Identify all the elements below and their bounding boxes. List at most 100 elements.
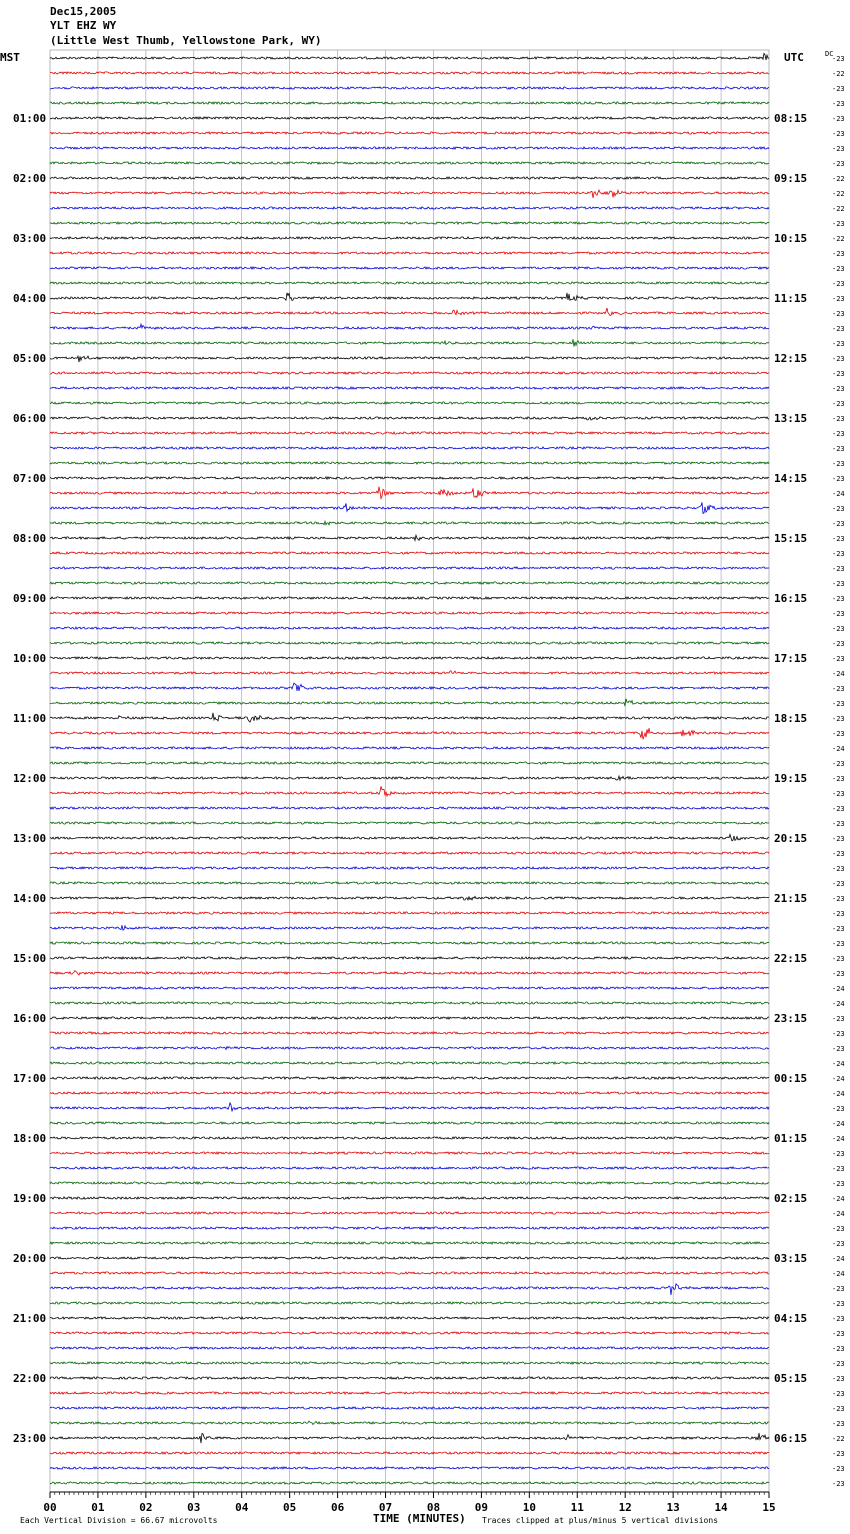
dc-offset-label: -23 [832, 610, 845, 618]
dc-offset-label: -23 [832, 715, 845, 723]
dc-offset-label: -23 [832, 160, 845, 168]
mst-hour-label: 17:00 [13, 1072, 46, 1085]
trace-line [50, 866, 770, 870]
dc-offset-label: -23 [832, 250, 845, 258]
x-tick-label: 02 [139, 1501, 152, 1514]
mst-hour-label: 23:00 [13, 1432, 46, 1445]
dc-offset-label: -23 [832, 325, 845, 333]
dc-offset-label: -24 [832, 1075, 845, 1083]
dc-offset-label: -23 [832, 1420, 845, 1428]
trace-line [49, 969, 770, 976]
dc-offset-label: -23 [832, 460, 845, 468]
dc-offset-label: -24 [832, 1060, 845, 1068]
vertical-division-note: Each Vertical Division = 66.67 microvolt… [20, 1516, 218, 1525]
minute-grid [49, 49, 770, 1498]
x-tick-label: 15 [762, 1501, 775, 1514]
utc-hour-label: 13:15 [774, 412, 807, 425]
trace-line [49, 851, 770, 855]
seismic-traces [49, 52, 770, 1485]
mst-hour-label: 06:00 [13, 412, 46, 425]
dc-offset-label: -23 [832, 430, 845, 438]
trace-line [49, 821, 770, 825]
utc-hour-label: 23:15 [774, 1012, 807, 1025]
trace-line [49, 519, 770, 526]
dc-offset-label: -23 [832, 1150, 845, 1158]
dc-offset-label: -23 [832, 1300, 845, 1308]
dc-offset-label: -23 [832, 835, 845, 843]
dc-offset-label: -23 [832, 220, 845, 228]
dc-offset-label: -23 [832, 145, 845, 153]
dc-offset-label: -23 [832, 595, 845, 603]
utc-hour-label: 17:15 [774, 652, 807, 665]
trace-line [49, 236, 770, 240]
trace-line [49, 761, 770, 766]
trace-line [49, 1196, 770, 1200]
dc-offset-label: -23 [832, 1330, 845, 1338]
trace-line [49, 131, 770, 135]
axes: MST UTC DC Each Vertical Division = 66.6… [0, 50, 833, 1525]
utc-hour-label: 21:15 [774, 892, 807, 905]
trace-line [49, 146, 770, 151]
dc-offset-label: -23 [832, 1405, 845, 1413]
dc-offset-label: -23 [832, 625, 845, 633]
trace-line [49, 1361, 770, 1366]
dc-offset-label: -23 [832, 1015, 845, 1023]
trace-line [49, 486, 770, 500]
dc-offset-label: -23 [832, 310, 845, 318]
dc-offset-label: -23 [832, 280, 845, 288]
utc-hour-label: 16:15 [774, 592, 807, 605]
trace-line [49, 386, 770, 390]
trace-line [49, 656, 770, 660]
x-tick-label: 00 [43, 1501, 56, 1514]
trace-line [49, 712, 769, 723]
dc-offset-label: -23 [832, 565, 845, 573]
trace-line [49, 1451, 770, 1455]
dc-offset-label: -23 [832, 1465, 845, 1473]
dc-offset-label: -23 [832, 505, 845, 513]
x-tick-label: 07 [379, 1501, 392, 1514]
mst-hour-label: 16:00 [13, 1012, 46, 1025]
trace-line [49, 1226, 770, 1230]
dc-offset-label: -23 [832, 1285, 845, 1293]
trace-line [50, 371, 770, 375]
trace-line [49, 745, 770, 751]
dc-offset-label: -23 [832, 1360, 845, 1368]
trace-line [49, 431, 770, 435]
trace-line [49, 401, 770, 405]
dc-offset-label: -23 [832, 550, 845, 558]
trace-line [49, 322, 770, 331]
trace-line [49, 728, 770, 740]
utc-hour-label: 09:15 [774, 172, 807, 185]
utc-hour-label: 01:15 [774, 1132, 807, 1145]
dc-offset-label: -23 [832, 415, 845, 423]
mst-hour-label: 15:00 [13, 952, 46, 965]
utc-hour-label: 05:15 [774, 1372, 807, 1385]
trace-line [49, 806, 770, 810]
trace-line [49, 611, 770, 615]
mst-hour-label: 02:00 [13, 172, 46, 185]
trace-line [49, 596, 770, 600]
trace-line [49, 476, 770, 481]
trace-line [49, 176, 770, 180]
trace-line [49, 1061, 770, 1065]
trace-line [49, 339, 769, 347]
mst-hour-label: 07:00 [13, 472, 46, 485]
trace-line [49, 354, 770, 363]
dc-offset-label: -23 [832, 1375, 845, 1383]
trace-line [49, 101, 770, 106]
trace-line [49, 250, 770, 255]
dc-offset-label: -23 [832, 1165, 845, 1173]
trace-line [49, 566, 770, 570]
trace-line [49, 911, 770, 915]
utc-hour-label: 19:15 [774, 772, 807, 785]
dc-offset-label: -23 [832, 1045, 845, 1053]
trace-line [49, 924, 770, 931]
trace-line [49, 1090, 770, 1095]
dc-offset-label: -22 [832, 235, 845, 243]
dc-offset-label: -23 [832, 910, 845, 918]
dc-offset-label: -23 [832, 85, 845, 93]
x-tick-label: 09 [475, 1501, 488, 1514]
mst-hour-label: 20:00 [13, 1252, 46, 1265]
dc-offset-label: -23 [832, 1240, 845, 1248]
dc-offset-label: -23 [832, 895, 845, 903]
